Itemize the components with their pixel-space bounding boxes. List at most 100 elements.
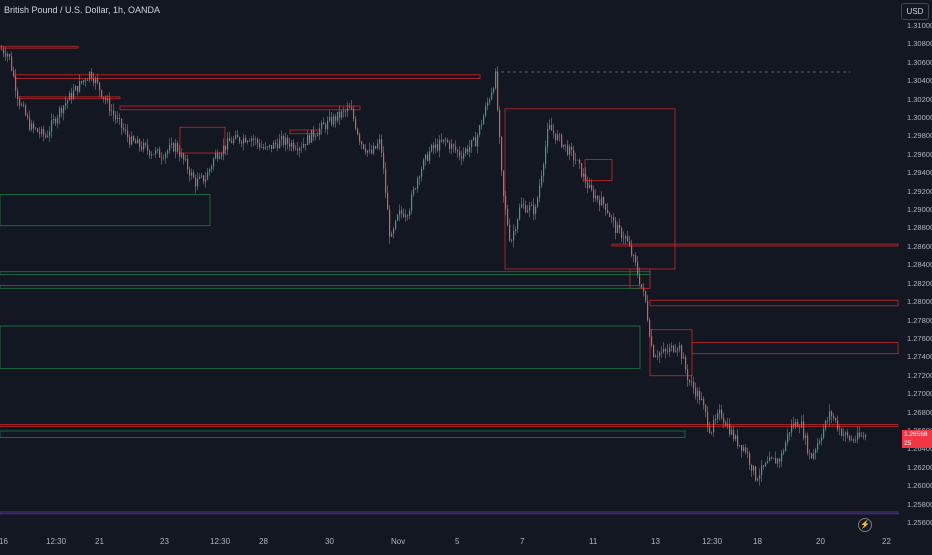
candle-body	[163, 158, 165, 159]
candle-body	[233, 138, 235, 143]
candle-body	[497, 71, 499, 110]
candle-body	[333, 116, 335, 125]
candle-body	[759, 475, 761, 479]
candle-body	[439, 139, 441, 151]
candle-body	[89, 71, 91, 80]
candle-body	[831, 411, 833, 416]
candle-body	[779, 458, 781, 462]
candle-body	[777, 458, 779, 464]
price-tick-label: 1.25600	[907, 518, 932, 527]
zone-red-3	[119, 105, 361, 111]
candle-body	[429, 151, 431, 161]
candle-body	[635, 255, 637, 263]
candle-body	[527, 210, 529, 213]
candle-body	[121, 118, 123, 128]
candle-body	[457, 150, 459, 152]
candle-body	[431, 144, 433, 152]
candle-body	[417, 178, 419, 189]
candle-body	[585, 173, 587, 183]
candle-body	[713, 420, 715, 433]
candle-body	[603, 197, 605, 205]
candle-body	[205, 179, 207, 182]
candle-body	[93, 78, 95, 83]
candle-body	[607, 209, 609, 213]
candle-body	[263, 147, 265, 149]
candle-body	[745, 447, 747, 453]
candle-body	[467, 148, 469, 153]
candle-body	[13, 70, 15, 76]
candle-body	[45, 135, 47, 137]
candle-body	[373, 146, 375, 154]
zone-red-5	[289, 129, 321, 135]
candle-body	[171, 143, 173, 146]
candle-body	[673, 345, 675, 352]
candle-body	[805, 435, 807, 439]
candle-body	[859, 432, 861, 437]
candle-body	[309, 135, 311, 143]
candle-body	[341, 111, 343, 118]
candle-body	[825, 420, 827, 429]
candle-body	[217, 153, 219, 159]
candle-body	[627, 236, 629, 242]
candle-body	[265, 147, 267, 149]
candle-body	[5, 53, 7, 57]
candle-body	[619, 225, 621, 229]
candle-body	[621, 228, 623, 238]
candle-body	[571, 146, 573, 151]
zone-red-1	[14, 74, 481, 79]
time-tick-label: 21	[95, 537, 104, 546]
candle-body	[687, 369, 689, 381]
candle-body	[97, 78, 99, 83]
time-tick-label: 23	[160, 537, 169, 546]
price-tick-label: 1.26400	[907, 444, 932, 454]
candle-body	[469, 146, 471, 153]
candle-body	[707, 412, 709, 427]
candle-body	[775, 458, 777, 464]
candle-body	[115, 114, 117, 119]
candle-body	[191, 172, 193, 176]
candle-body	[645, 291, 647, 302]
candle-body	[247, 141, 249, 143]
candle-body	[583, 173, 585, 177]
candle-body	[127, 130, 129, 138]
candle-body	[161, 157, 163, 159]
candle-body	[567, 145, 569, 155]
candle-body	[305, 144, 307, 146]
candle-body	[689, 380, 691, 383]
candle-body	[223, 145, 225, 154]
candle-body	[243, 137, 245, 144]
candle-body	[415, 188, 417, 190]
time-tick-label: 28	[259, 537, 268, 546]
candle-body	[9, 54, 11, 57]
candle-body	[185, 158, 187, 160]
lightning-icon[interactable]: ⚡	[858, 518, 872, 532]
candle-body	[425, 154, 427, 160]
candle-body	[807, 435, 809, 454]
time-tick-label: 12:30	[210, 537, 231, 546]
candle-body	[443, 139, 445, 142]
candle-body	[589, 184, 591, 188]
zone-green-18	[0, 430, 686, 438]
candle-body	[51, 120, 53, 132]
candle-body	[155, 150, 157, 155]
candle-body	[521, 204, 523, 208]
candle-body	[271, 144, 273, 149]
candle-body	[427, 154, 429, 161]
candle-body	[319, 128, 321, 135]
candle-body	[699, 390, 701, 401]
candle-body	[737, 435, 739, 446]
candle-body	[761, 465, 763, 476]
candle-body	[123, 127, 125, 130]
candle-body	[219, 156, 221, 159]
candle-body	[813, 453, 815, 459]
candle-body	[445, 139, 447, 141]
candle-body	[359, 134, 361, 142]
price-tick-label: 1.26000	[907, 481, 932, 491]
currency-button[interactable]: USD	[901, 3, 929, 20]
candle-body	[173, 143, 175, 152]
candle-body	[3, 49, 5, 54]
price-tick-label: 1.28600	[907, 241, 932, 251]
candle-body	[53, 118, 55, 121]
